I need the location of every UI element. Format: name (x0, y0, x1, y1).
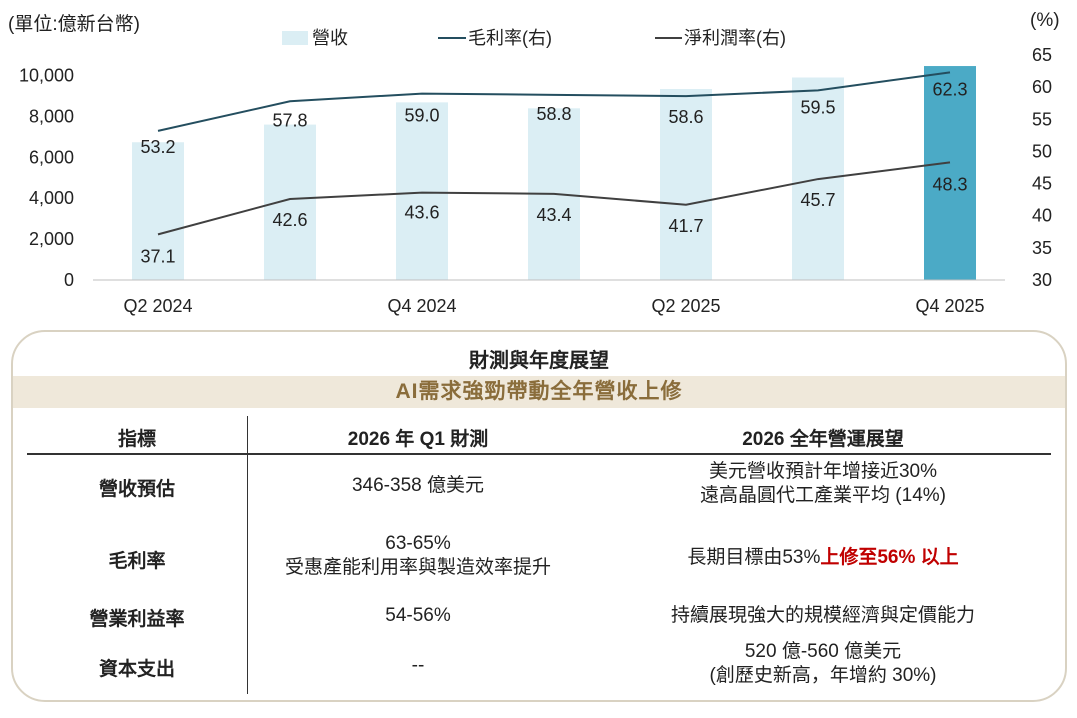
year-operating: 持續展現強大的規模經濟與定價能力 (670, 605, 975, 626)
net-margin-label: 43.6 (404, 203, 439, 223)
net-margin-label: 43.4 (536, 205, 571, 225)
net-margin-line (157, 161, 951, 236)
header-year: 2026 全年營運展望 (742, 429, 904, 450)
gross-margin-line (157, 71, 951, 132)
right-tick-label: 35 (1032, 238, 1052, 258)
net-margin-label: 41.7 (668, 216, 703, 236)
left-tick-label: 6,000 (29, 147, 74, 167)
outlook-title: 財測與年度展望 (469, 350, 609, 372)
right-tick-label: 45 (1032, 174, 1052, 194)
net-margin-label: 42.6 (272, 210, 307, 230)
year-revenue-line1: 美元營收預計年增接近30% (708, 461, 938, 482)
right-tick-label: 50 (1032, 141, 1052, 161)
left-tick-label: 2,000 (29, 229, 74, 249)
margin-lines (157, 71, 951, 236)
right-tick-label: 30 (1032, 270, 1052, 290)
header-divider (27, 453, 1051, 455)
row-label-gross: 毛利率 (108, 551, 166, 572)
left-tick-label: 0 (64, 270, 74, 290)
column-divider (247, 416, 248, 694)
q1-gross-line1: 63-65% (385, 533, 451, 554)
axes: 0 2,000 4,000 6,000 8,000 10,000 30 35 40 45 50 55 6… (19, 45, 1052, 316)
net-margin-label: 37.1 (140, 246, 175, 266)
net-margin-label: 48.3 (932, 174, 967, 194)
year-capex: 520 億-560 億美元 (創歷史新高，年增約 30%) (593, 640, 1053, 688)
right-unit-label: (%) (1030, 10, 1060, 31)
x-tick-label: Q2 2025 (651, 296, 720, 316)
year-gross-pre: 長期目標由53% (687, 547, 821, 568)
revenue-bar (924, 66, 976, 280)
legend-bar-label: 營收 (312, 28, 348, 48)
revenue-bars (132, 66, 976, 281)
q1-capex: -- (411, 655, 425, 676)
x-tick-label: Q4 2024 (387, 296, 456, 316)
q1-gross: 63-65% 受惠產能利用率與製造效率提升 (253, 532, 583, 580)
right-tick-label: 40 (1032, 206, 1052, 226)
right-tick-label: 55 (1032, 109, 1052, 129)
left-tick-label: 8,000 (29, 106, 74, 126)
q1-operating: 54-56% (385, 605, 451, 626)
row-label-operating: 營業利益率 (89, 609, 185, 630)
year-gross: 長期目標由53%上修至56% 以上 (593, 546, 1053, 570)
right-tick-label: 65 (1032, 45, 1052, 65)
gross-margin-label: 57.8 (272, 110, 307, 130)
outlook-subtitle: AI需求強勁帶動全年營收上修 (13, 376, 1065, 408)
net-margin-label: 45.7 (800, 190, 835, 210)
row-label-capex: 資本支出 (98, 659, 175, 680)
outlook-panel: 財測與年度展望 AI需求強勁帶動全年營收上修 指標 2026 年 Q1 財測 2… (11, 330, 1067, 702)
year-revenue: 美元營收預計年增接近30% 遠高晶圓代工產業平均 (14%) (593, 460, 1053, 508)
revenue-bar (396, 102, 448, 280)
revenue-bar (132, 142, 184, 280)
right-tick-label: 60 (1032, 77, 1052, 97)
header-q1: 2026 年 Q1 財測 (347, 429, 489, 450)
revenue-bar (660, 88, 712, 280)
gross-margin-label: 58.8 (536, 104, 571, 124)
gross-margin-label: 59.5 (800, 97, 835, 117)
q1-gross-line2: 受惠產能利用率與製造效率提升 (284, 557, 551, 578)
year-gross-highlight: 上修至56% 以上 (820, 547, 959, 568)
gross-margin-label: 59.0 (404, 106, 439, 126)
x-tick-label: Q4 2025 (915, 296, 984, 316)
year-capex-line1: 520 億-560 億美元 (744, 641, 902, 662)
x-tick-label: Q2 2024 (123, 296, 192, 316)
legend-bar-swatch (282, 31, 308, 45)
left-tick-label: 10,000 (19, 65, 74, 85)
legend-gross-label: 毛利率(右) (468, 28, 552, 48)
year-capex-line2: (創歷史新高，年增約 30%) (709, 665, 937, 686)
legend: 營收 毛利率(右) 淨利潤率(右) (282, 28, 786, 48)
revenue-bar (264, 124, 316, 281)
gross-margin-label: 62.3 (932, 79, 967, 99)
gross-margin-label: 58.6 (668, 107, 703, 127)
row-label-revenue: 營收預估 (98, 479, 175, 500)
left-unit-label: (單位:億新台幣) (8, 13, 140, 35)
q1-revenue: 346-358 億美元 (351, 475, 484, 496)
header-metric: 指標 (117, 429, 156, 450)
revenue-margin-chart: 53.2 57.8 59.0 58.8 58.6 59.5 62.3 37.1 42.6 43.6… (8, 10, 1060, 316)
gross-margin-label: 53.2 (140, 137, 175, 157)
year-revenue-line2: 遠高晶圓代工產業平均 (14%) (700, 485, 946, 506)
left-tick-label: 4,000 (29, 188, 74, 208)
legend-net-label: 淨利潤率(右) (684, 28, 786, 48)
data-labels: 53.2 57.8 59.0 58.8 58.6 59.5 62.3 37.1 42.6 43.6… (140, 79, 967, 266)
